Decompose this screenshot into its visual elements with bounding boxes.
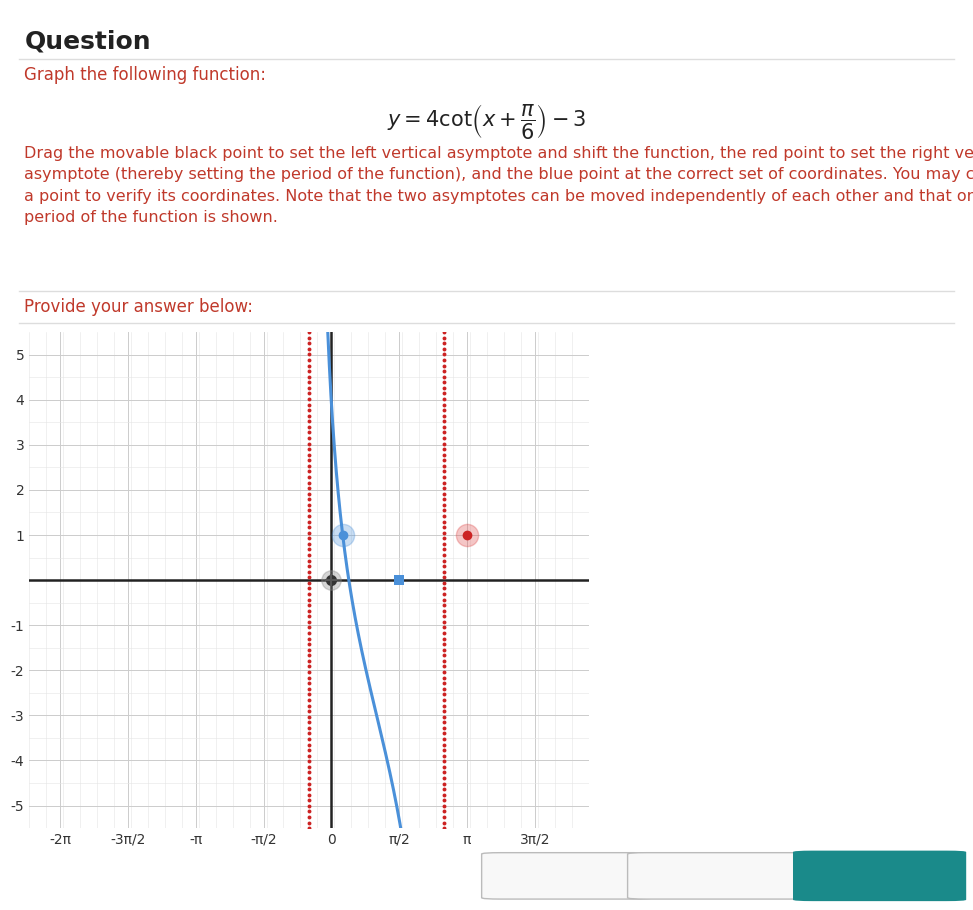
Text: $y = 4\cot\!\left(x + \dfrac{\pi}{6}\right) - 3$: $y = 4\cot\!\left(x + \dfrac{\pi}{6}\rig… <box>387 102 586 141</box>
FancyBboxPatch shape <box>628 853 817 899</box>
Text: Drag the movable black point to set the left vertical asymptote and shift the fu: Drag the movable black point to set the … <box>24 146 973 226</box>
Text: Provide your answer below:: Provide your answer below: <box>24 298 253 316</box>
FancyBboxPatch shape <box>482 853 652 899</box>
Text: Question: Question <box>24 29 151 53</box>
Text: Graph the following function:: Graph the following function: <box>24 66 267 84</box>
FancyBboxPatch shape <box>793 851 966 901</box>
Text: FEEDBACK: FEEDBACK <box>527 868 605 881</box>
Text: MORE INSTRUCTION: MORE INSTRUCTION <box>648 868 798 881</box>
Text: ⧉: ⧉ <box>512 868 520 881</box>
Text: SUBMIT: SUBMIT <box>847 867 913 882</box>
